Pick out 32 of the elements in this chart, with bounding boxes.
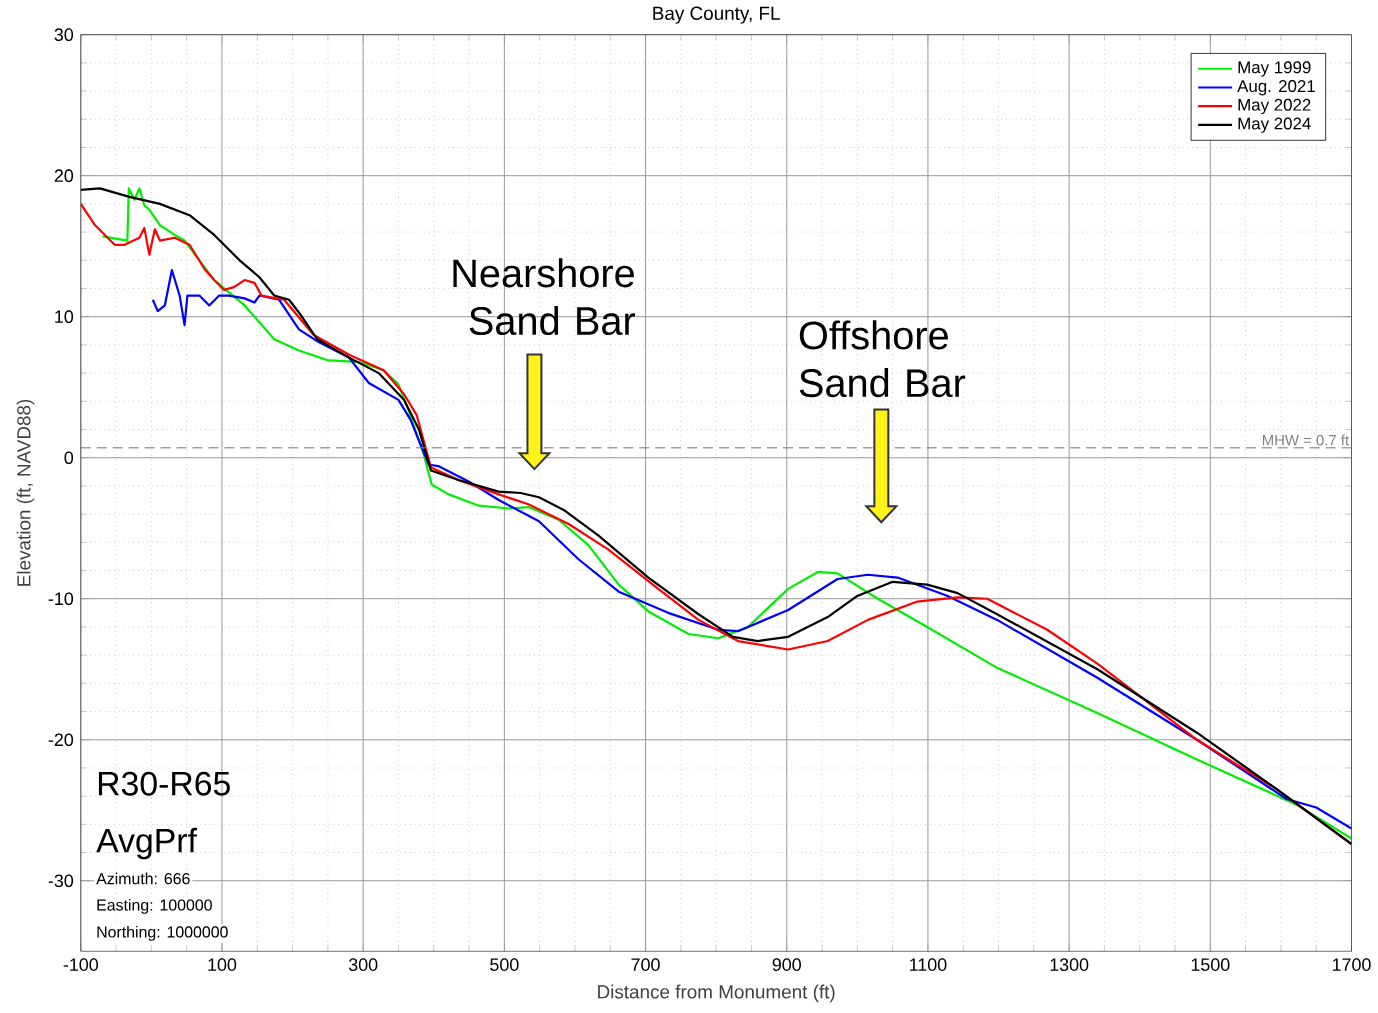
x-tick-label: 700 — [631, 958, 660, 971]
legend-label: Aug. 2021 — [1237, 80, 1315, 96]
annotation: Nearshore Sand Bar — [453, 258, 636, 336]
x-tick-label: -100 — [63, 958, 98, 971]
x-tick-label: 1500 — [1191, 958, 1230, 971]
legend-label: May 2022 — [1238, 98, 1311, 115]
x-tick-label: 1700 — [1332, 958, 1371, 971]
y-tick-label: 10 — [55, 310, 74, 323]
x-tick-label: 100 — [208, 958, 237, 971]
y-tick-label: 20 — [54, 169, 74, 182]
y-axis-title: Elevation (ft, NAVD88) — [16, 399, 35, 586]
annotation: Easting: 100000 — [97, 898, 212, 914]
x-tick-label: 900 — [772, 958, 801, 971]
y-tick-label: -10 — [48, 592, 74, 606]
x-tick-label: 1300 — [1050, 958, 1089, 971]
x-tick-label: 1100 — [910, 958, 947, 971]
y-tick-label: 0 — [64, 451, 74, 465]
x-tick-label: 500 — [490, 958, 519, 971]
ref-line-label: MHW = 0.7 ft — [1262, 434, 1349, 446]
y-tick-label: -20 — [48, 733, 74, 747]
x-tick-label: 300 — [348, 958, 378, 971]
annotation: AvgPrf — [96, 827, 197, 860]
annotation: Northing: 1000000 — [97, 925, 228, 941]
annotation: Offshore Sand Bar — [799, 320, 966, 398]
x-axis-title: Distance from Monument (ft) — [598, 984, 835, 1003]
annotation: R30-R65 — [98, 771, 230, 796]
legend-label: May 1999 — [1238, 61, 1311, 77]
chart-title: Bay County, FL — [653, 6, 780, 24]
legend-label: May 2024 — [1238, 117, 1311, 133]
annotation: Azimuth: 666 — [96, 872, 190, 885]
y-tick-label: 30 — [54, 28, 74, 41]
y-tick-label: -30 — [48, 874, 74, 888]
